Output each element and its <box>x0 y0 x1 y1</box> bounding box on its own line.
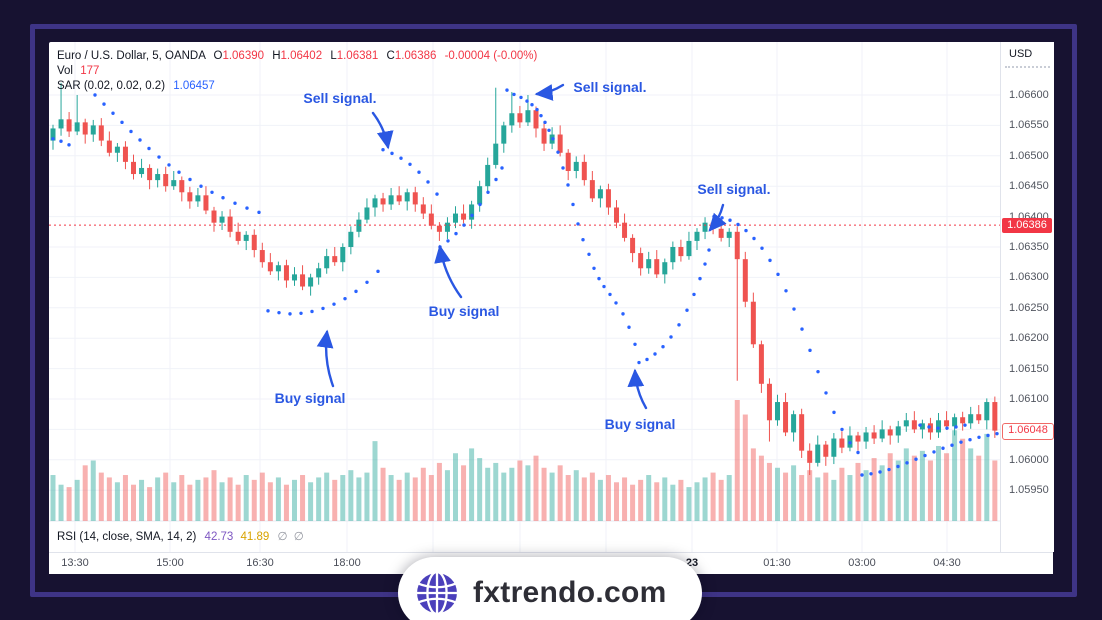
annotation-label: Sell signal. <box>697 181 771 197</box>
grid-lines <box>49 42 1000 552</box>
time-axis-label: 04:30 <box>933 557 961 569</box>
time-axis-label: 03:00 <box>848 557 876 569</box>
last-price-tag: 1.06048 <box>1002 423 1054 441</box>
annotation-label: Sell signal. <box>303 90 377 106</box>
candlestick-chart[interactable] <box>49 42 1053 573</box>
change-value: -0.00004 (-0.00%) <box>444 50 538 62</box>
time-axis-label: 01:30 <box>763 557 791 569</box>
price-axis-label: 1.06000 <box>1009 453 1049 466</box>
watermark-pill: fxtrendo.com <box>398 557 702 620</box>
current-price-tag: 1.06386 <box>1002 217 1052 233</box>
time-axis-label: 15:00 <box>156 557 184 569</box>
low-value: 1.06381 <box>336 50 379 62</box>
close-value: 1.06386 <box>394 50 437 62</box>
price-axis-label: 1.06100 <box>1009 393 1049 405</box>
annotation-label: Buy signal <box>604 416 676 432</box>
annotation-label: Buy signal <box>428 303 500 319</box>
close-key: C <box>386 50 395 62</box>
watermark-text: fxtrendo.com <box>473 576 667 609</box>
sar-value: 1.06457 <box>173 80 215 92</box>
price-axis-label: 1.06600 <box>1009 89 1049 101</box>
sar-label: SAR (0.02, 0.02, 0.2) <box>57 80 166 92</box>
globe-icon <box>414 570 460 616</box>
chart-panel: Euro / U.S. Dollar, 5, OANDA O1.06390 H1… <box>49 42 1054 574</box>
price-axis-label: 1.06300 <box>1009 271 1049 284</box>
volume-value: 177 <box>80 65 100 77</box>
high-key: H <box>272 50 281 62</box>
rsi-empty-2: ∅ <box>293 531 304 543</box>
high-value: 1.06402 <box>280 50 323 62</box>
sar-legend[interactable]: SAR (0.02, 0.02, 0.2) 1.06457 <box>57 80 215 92</box>
rsi-value-2: 41.89 <box>240 531 270 543</box>
price-axis-label: 1.05950 <box>1009 484 1049 497</box>
price-axis[interactable]: USD 1.06386 1.06048 1.06600 1.06550 1.0650… <box>1000 42 1054 552</box>
price-axis-label: 1.06200 <box>1009 332 1049 345</box>
time-axis-label: 13:30 <box>61 557 89 569</box>
time-axis-label: 16:30 <box>246 557 274 569</box>
price-axis-label: 1.06150 <box>1009 362 1049 375</box>
currency-label: USD <box>1009 48 1033 60</box>
price-axis-label: 1.06550 <box>1009 119 1049 132</box>
price-axis-label: 1.06450 <box>1009 180 1049 193</box>
symbol-title: Euro / U.S. Dollar, 5, OANDA <box>57 50 206 62</box>
price-axis-label: 1.06250 <box>1009 301 1049 314</box>
price-axis-label: 1.06500 <box>1009 149 1049 162</box>
symbol-legend[interactable]: Euro / U.S. Dollar, 5, OANDA O1.06390 H1… <box>57 50 537 62</box>
rsi-empty-1: ∅ <box>277 531 288 543</box>
open-key: O <box>213 50 223 62</box>
parabolic-sar-series <box>51 88 999 477</box>
axis-separator <box>1005 66 1050 68</box>
price-axis-label: 1.06350 <box>1009 241 1049 253</box>
rsi-legend[interactable]: RSI (14, close, SMA, 14, 2) 42.73 41.89 … <box>57 529 304 543</box>
annotation-arrows <box>316 83 727 410</box>
rsi-label: RSI (14, close, SMA, 14, 2) <box>57 531 197 543</box>
open-value: 1.06390 <box>222 50 265 62</box>
low-key: L <box>330 50 337 62</box>
volume-label: Vol <box>57 65 73 77</box>
annotation-label: Sell signal. <box>573 79 647 95</box>
candlestick-series <box>50 82 998 475</box>
volume-legend[interactable]: Vol 177 <box>57 65 99 77</box>
rsi-value-1: 42.73 <box>204 531 234 543</box>
annotation-label: Buy signal <box>274 390 346 406</box>
time-axis-label: 18:00 <box>333 557 361 569</box>
volume-series <box>50 400 998 521</box>
